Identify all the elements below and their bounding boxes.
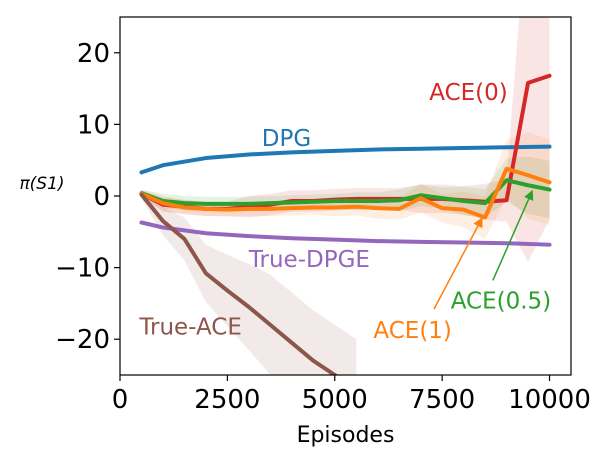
band-true-ace — [141, 190, 357, 375]
label-true-dpge: True-DPGE — [248, 247, 370, 273]
label-dpg: DPG — [262, 126, 311, 152]
y-axis: 20 10 0 −10 −20 — [55, 39, 120, 355]
label-ace-0-5: ACE(0.5) — [451, 289, 551, 315]
series-annotations: DPG ACE(0) ACE(0.5) ACE(1) True-DPGE True-ACE — [138, 80, 551, 344]
x-tick-label: 10000 — [508, 385, 591, 415]
label-ace-0: ACE(0) — [429, 80, 508, 106]
x-tick-label: 7500 — [409, 385, 475, 415]
x-tick-label: 0 — [112, 385, 129, 415]
series-line-ace-1 — [139, 166, 552, 220]
y-tick-label: −20 — [55, 325, 110, 355]
x-tick-label: 5000 — [302, 385, 368, 415]
y-tick-label: 0 — [93, 182, 110, 212]
label-true-ace: True-ACE — [138, 314, 242, 340]
series-line-dpg — [139, 144, 552, 175]
series-line-true-ace — [139, 192, 339, 375]
x-axis-label: Episodes — [297, 423, 395, 448]
series-line-true-dpge — [139, 220, 552, 247]
series-lines — [139, 73, 552, 375]
label-ace-1: ACE(1) — [373, 318, 452, 344]
x-tick-label: 2500 — [194, 385, 260, 415]
x-axis: 0 2500 5000 7500 10000 — [112, 375, 591, 415]
series-line-ace-0-5 — [139, 178, 552, 206]
y-axis-label: π(S1) — [19, 174, 64, 194]
confidence-bands — [141, 17, 550, 375]
y-tick-label: −10 — [55, 254, 110, 284]
y-tick-label: 20 — [77, 39, 110, 69]
band-ace-1 — [141, 132, 550, 239]
arrow-ace-0-5 — [492, 189, 534, 281]
y-tick-label: 10 — [77, 110, 110, 140]
arrow-ace-1 — [433, 217, 483, 310]
